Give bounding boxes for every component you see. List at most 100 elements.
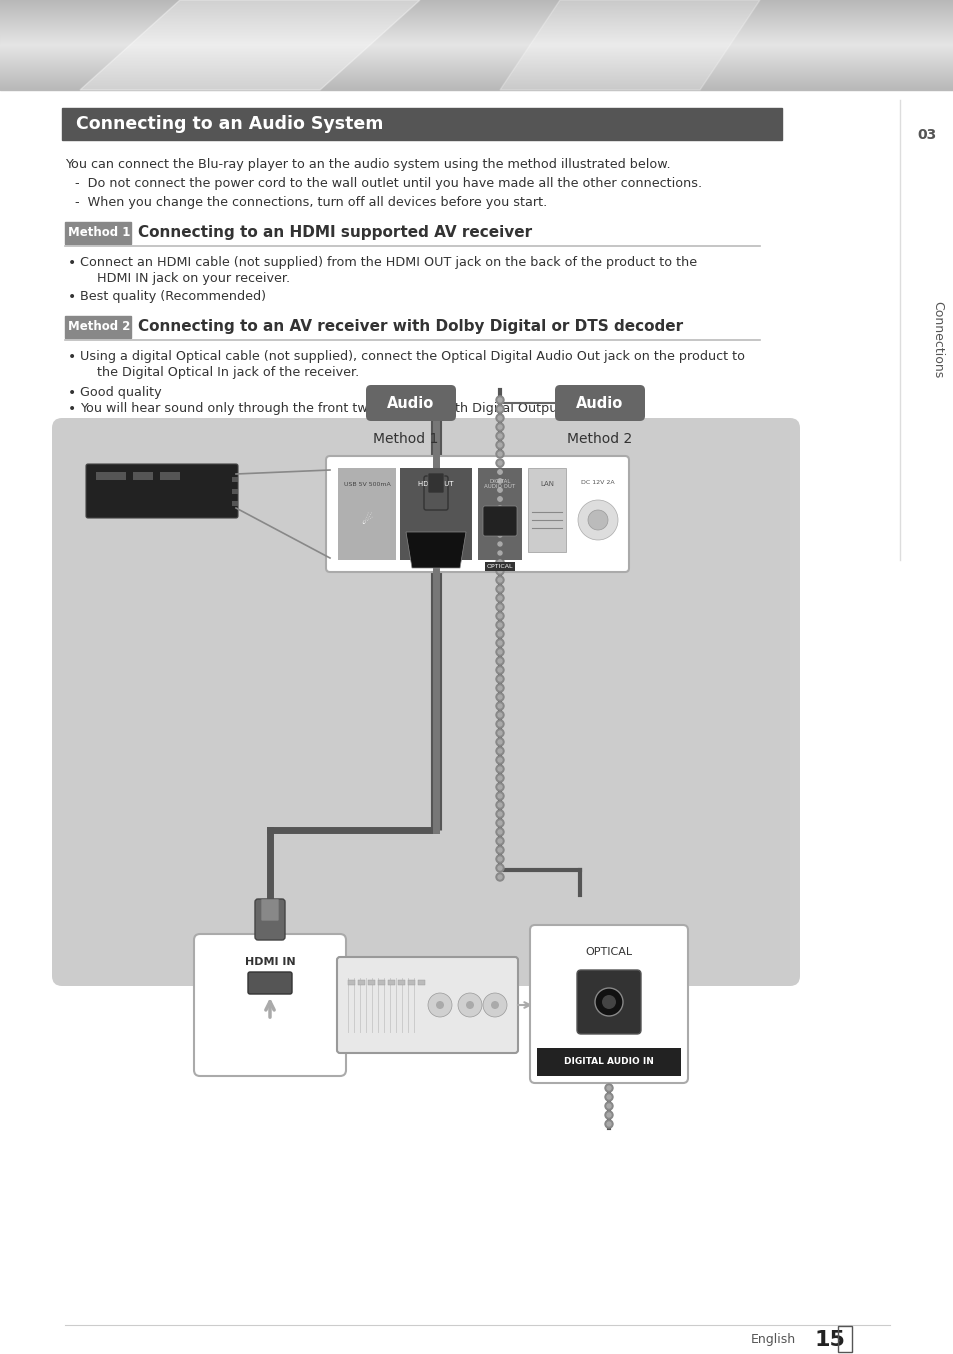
Circle shape [496,548,503,556]
Circle shape [604,1085,613,1091]
Circle shape [497,848,501,852]
FancyBboxPatch shape [261,899,278,921]
Circle shape [604,1093,613,1101]
Circle shape [496,395,503,403]
Circle shape [604,1112,613,1118]
Circle shape [497,668,501,672]
Circle shape [497,542,501,546]
Circle shape [496,621,503,630]
Circle shape [496,414,503,422]
Bar [348,980,355,984]
Circle shape [497,515,501,519]
Text: Connections: Connections [930,302,943,379]
Circle shape [497,731,501,735]
Text: USB 5V 500mA: USB 5V 500mA [343,482,390,486]
Text: Good quality: Good quality [80,386,161,399]
Circle shape [496,829,503,835]
Circle shape [496,405,503,413]
FancyBboxPatch shape [482,506,517,536]
Circle shape [595,988,622,1016]
Circle shape [497,470,501,474]
FancyBboxPatch shape [86,464,237,519]
Circle shape [496,676,503,682]
Circle shape [497,793,501,798]
Circle shape [497,470,501,474]
FancyBboxPatch shape [555,385,644,421]
Circle shape [496,496,503,502]
Circle shape [497,686,501,691]
FancyBboxPatch shape [577,969,640,1034]
Circle shape [497,524,501,528]
Circle shape [496,477,503,485]
Circle shape [497,640,501,645]
Text: HDMI IN: HDMI IN [244,957,295,967]
FancyBboxPatch shape [530,925,687,1083]
Circle shape [497,857,501,861]
Circle shape [497,704,501,708]
Circle shape [496,594,503,603]
Bar [377,980,385,984]
Circle shape [497,677,501,681]
Circle shape [497,596,501,600]
Bar [527,468,565,552]
Circle shape [496,756,503,764]
Circle shape [496,693,503,701]
Circle shape [497,443,501,447]
Circle shape [482,992,506,1017]
Circle shape [497,867,501,871]
Text: 15: 15 [814,1330,844,1350]
Circle shape [497,479,501,483]
Circle shape [497,722,501,726]
Bar [62,108,781,139]
Bar [65,315,131,338]
Circle shape [496,422,503,431]
Circle shape [578,500,618,540]
FancyBboxPatch shape [428,473,443,493]
Text: Connecting to an Audio System: Connecting to an Audio System [76,115,383,133]
Circle shape [497,416,501,420]
Circle shape [496,558,503,566]
Bar [408,980,415,984]
Text: Connecting to an AV receiver with Dolby Digital or DTS decoder: Connecting to an AV receiver with Dolby … [138,320,682,334]
Circle shape [496,649,503,655]
Circle shape [497,776,501,780]
Circle shape [497,613,501,617]
Circle shape [496,575,503,584]
Bar [132,473,152,481]
Circle shape [457,992,481,1017]
Bar [399,468,472,561]
Circle shape [497,506,501,510]
Text: •: • [68,349,76,364]
Circle shape [496,496,503,502]
Circle shape [496,441,503,450]
Circle shape [496,585,503,593]
Circle shape [496,504,503,512]
Circle shape [497,452,501,456]
Circle shape [497,561,501,565]
Circle shape [497,398,501,402]
Polygon shape [80,0,419,89]
Circle shape [496,792,503,800]
Bar [368,980,375,984]
Text: -  When you change the connections, turn off all devices before you start.: - When you change the connections, turn … [75,196,547,209]
Circle shape [496,513,503,521]
Bar [357,980,365,984]
Circle shape [496,630,503,638]
Text: Audio: Audio [387,395,435,410]
Circle shape [497,695,501,699]
Text: OPTICAL: OPTICAL [486,565,513,569]
Circle shape [497,749,501,753]
Circle shape [496,612,503,620]
Circle shape [496,468,503,477]
Circle shape [497,659,501,663]
Bar [160,473,180,481]
Circle shape [497,578,501,582]
Bar [232,477,237,482]
Circle shape [496,639,503,647]
Circle shape [496,854,503,862]
Circle shape [496,459,503,467]
Circle shape [497,785,501,789]
Circle shape [496,720,503,728]
Bar [96,473,126,481]
Circle shape [496,531,503,539]
